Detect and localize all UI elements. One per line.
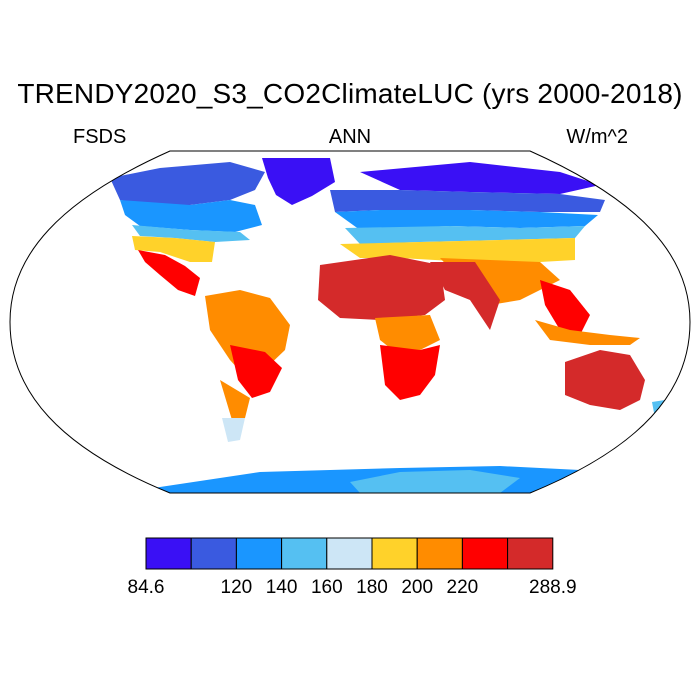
colorbar-label: 220 [447, 577, 479, 598]
eurasia-arctic [360, 162, 600, 194]
africa-south [380, 345, 440, 400]
antarctica-inner [350, 470, 520, 493]
south-america-center [230, 345, 282, 398]
land-radiation-fill [110, 158, 668, 493]
africa-north [318, 255, 445, 320]
australia [565, 350, 645, 410]
mexico [138, 250, 200, 296]
colorbar-label: 84.6 [128, 577, 165, 598]
colorbar-box [507, 537, 554, 570]
eurasia-central [335, 210, 598, 230]
variable-label: FSDS [73, 126, 127, 148]
colorbar-box [190, 537, 237, 570]
colorbar-label: 140 [266, 577, 298, 598]
eurasia-midlat [345, 226, 585, 244]
colorbar-label: 288.9 [529, 577, 577, 598]
colorbar-label: 200 [401, 577, 433, 598]
north-america-south [132, 236, 215, 262]
colorbar-boxes [145, 537, 554, 570]
southeast-asia [540, 280, 590, 335]
map-boundary [9, 150, 691, 494]
north-america-mid [120, 200, 262, 232]
colorbar-label: 160 [311, 577, 343, 598]
asia-south-temperate [340, 238, 575, 262]
colorbar-label: 180 [356, 577, 388, 598]
colorbar-box [281, 537, 328, 570]
north-america-temperate [132, 225, 250, 242]
units-label: W/m^2 [566, 126, 628, 148]
india-arabia [430, 262, 500, 330]
colorbar-box [416, 537, 463, 570]
period-label: ANN [328, 126, 372, 148]
colorbar-label: 120 [221, 577, 253, 598]
colorbar-box [326, 537, 373, 570]
colorbar-box [371, 537, 418, 570]
south-america-south [220, 380, 250, 420]
colorbar-box [461, 537, 509, 570]
north-america-north [110, 162, 265, 205]
patagonia [222, 418, 245, 442]
indonesia [535, 320, 640, 345]
plot-title: TRENDY2020_S3_CO2ClimateLUC (yrs 2000-20… [17, 78, 683, 109]
colorbar-box [145, 537, 192, 570]
greenland [262, 158, 335, 205]
eurasia-north [330, 190, 605, 212]
colorbar-box [235, 537, 283, 570]
colorbar-labels: 84.6 120 140 160 180 200 220 288.9 [128, 577, 577, 598]
africa-central [375, 315, 440, 352]
